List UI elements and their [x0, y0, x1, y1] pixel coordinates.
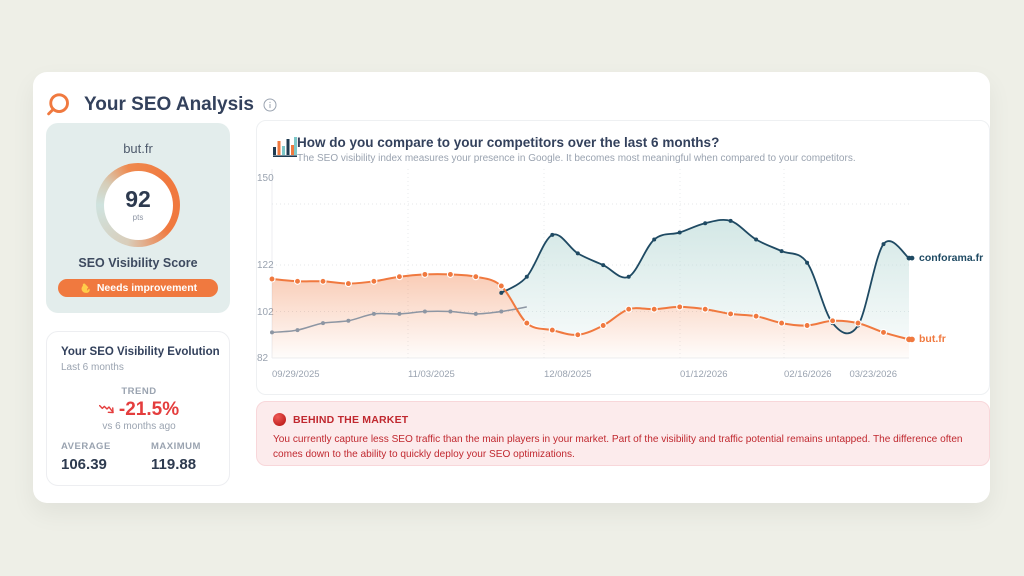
svg-text:82: 82 [257, 353, 269, 364]
svg-text:but.fr: but.fr [919, 333, 946, 345]
svg-text:02/16/2026: 02/16/2026 [784, 369, 832, 380]
svg-text:conforama.fr: conforama.fr [919, 252, 983, 264]
svg-text:12/08/2025: 12/08/2025 [544, 369, 592, 380]
svg-text:03/23/2026: 03/23/2026 [849, 369, 897, 380]
svg-text:102: 102 [257, 307, 274, 318]
svg-text:122: 122 [257, 260, 274, 271]
svg-text:09/29/2025: 09/29/2025 [272, 369, 320, 380]
svg-text:11/03/2025: 11/03/2025 [408, 369, 455, 380]
svg-text:01/12/2026: 01/12/2026 [680, 369, 728, 380]
svg-text:150: 150 [257, 173, 274, 184]
